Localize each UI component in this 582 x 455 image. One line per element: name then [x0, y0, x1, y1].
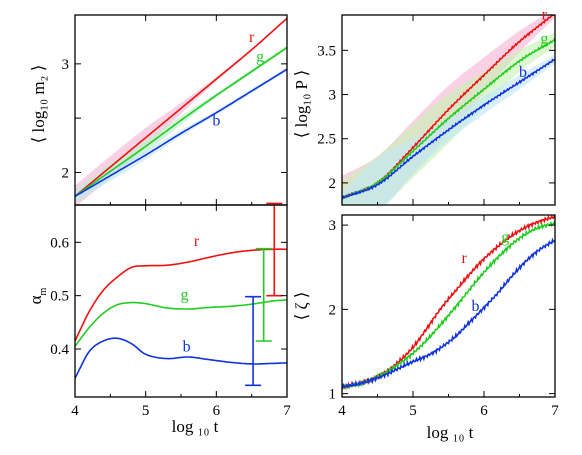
bl-ytick-label: 0.4 [50, 342, 69, 358]
tr-line-g [342, 38, 555, 200]
tr-plot-area [342, 15, 555, 205]
br-ytick-label: 1 [329, 387, 337, 403]
bl-xtick-label: 5 [142, 403, 150, 419]
tl-line-b [75, 68, 287, 197]
tr-series-label-g: g [540, 30, 548, 47]
bl-ytick-label: 0.6 [50, 235, 69, 251]
br-xtick-label: 7 [551, 403, 559, 419]
panel-log-p: 2 2.5 3 3.5 rgb [317, 6, 556, 206]
bl-ytick-label: 0.5 [50, 289, 69, 305]
br-xtick-label: 4 [338, 403, 346, 419]
tr-ylabel: ⟨ log₁₀ P ⟩ [292, 70, 311, 138]
br-series-label-b: b [471, 298, 479, 315]
bl-line-g [75, 299, 287, 347]
br-xtick-label: 6 [480, 403, 488, 419]
tl-series-label-r: r [249, 29, 255, 46]
tl-series-label-b: b [212, 113, 220, 130]
tl-ylabel: ⟨ log₁₀ m₂ ⟩ [29, 65, 48, 144]
br-line-r [342, 215, 555, 390]
tl-band-b [75, 67, 287, 202]
tl-ytick-label: 3 [62, 57, 70, 73]
tr-ytick-label: 3 [329, 88, 337, 104]
tr-series-label-b: b [519, 64, 527, 81]
br-ytick-label: 3 [329, 218, 337, 234]
bl-series-label-g: g [181, 286, 189, 303]
tr-ytick-label: 2 [329, 176, 337, 192]
tr-ytick-label: 2.5 [317, 132, 336, 148]
bl-line-r [75, 248, 287, 342]
bl-ylabel: αm [26, 287, 49, 304]
bl-series-label-b: b [183, 339, 191, 356]
tl-plot-area [75, 17, 287, 205]
bl-xtick-label: 6 [213, 403, 221, 419]
bl-xlabel: log ₁₀ t [172, 417, 219, 436]
bl-line-b [75, 337, 287, 379]
br-series-label-g: g [501, 229, 509, 246]
tl-series-label-g: g [256, 49, 264, 66]
bl-plot-area [75, 248, 287, 379]
br-series-label-r: r [461, 250, 467, 267]
panel-log-m2: 2 3 rg b [62, 14, 288, 206]
br-ylabel: ⟨ ζ ⟩ [292, 292, 311, 321]
br-line-b [342, 237, 555, 390]
tr-series-label-r: r [542, 6, 548, 23]
bl-xtick-label: 7 [283, 403, 291, 419]
tl-ytick-label: 2 [62, 165, 70, 181]
br-frame [341, 214, 556, 398]
tl-line-r [75, 17, 287, 197]
br-ytick-label: 2 [329, 302, 337, 318]
panel-zeta: 4 5 6 7 1 2 3 r g b [329, 214, 559, 419]
br-plot-area [342, 215, 555, 391]
tl-line-g [75, 46, 287, 197]
br-xlabel: log ₁₀ t [427, 423, 474, 442]
tr-ytick-label: 3.5 [317, 43, 336, 59]
panel-alpha-m: 4 5 6 7 0.4 0.5 0.6 r g b [50, 202, 291, 419]
br-line-g [342, 220, 555, 391]
bl-xtick-label: 4 [71, 403, 79, 419]
bl-series-label-r: r [194, 233, 200, 250]
br-xtick-label: 5 [409, 403, 417, 419]
tr-line-b [342, 58, 555, 200]
